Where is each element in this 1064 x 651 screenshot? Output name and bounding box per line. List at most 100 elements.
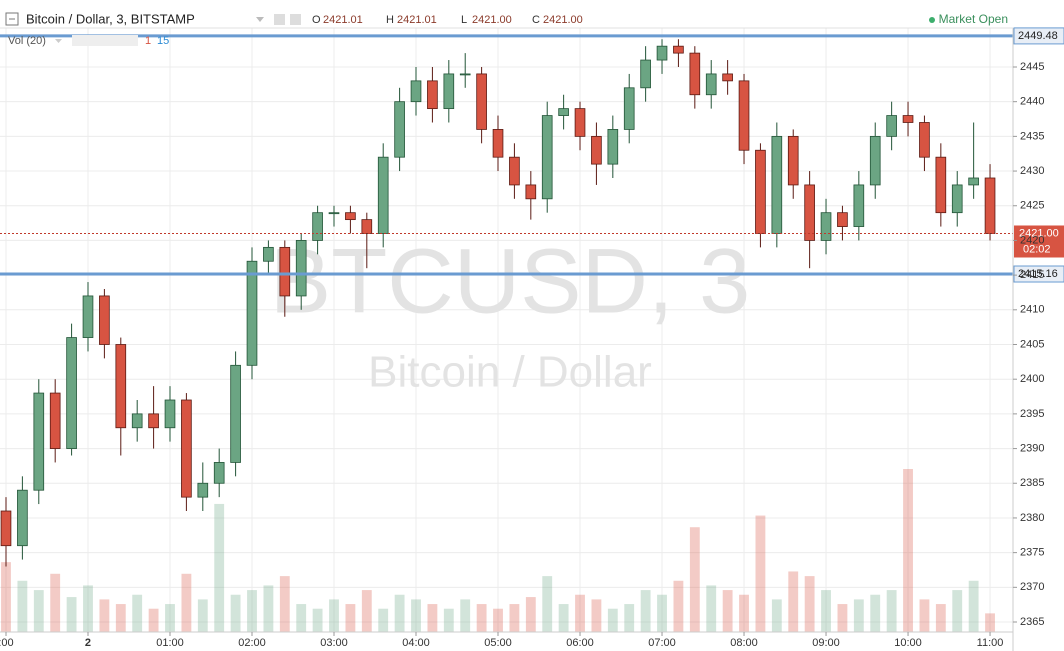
candle-body xyxy=(148,413,159,429)
volume-bar xyxy=(804,576,815,632)
volume-bar xyxy=(1,562,11,632)
volume-bar xyxy=(837,604,848,632)
candle-body xyxy=(181,399,192,498)
dropdown-icon[interactable] xyxy=(55,39,62,43)
volume-bar xyxy=(50,573,61,632)
volume-bar xyxy=(591,599,602,632)
candle-body xyxy=(738,80,750,151)
candle-body xyxy=(935,156,947,214)
ohlc-key: C xyxy=(532,14,540,26)
candle-body xyxy=(427,80,438,110)
candle-body xyxy=(951,184,963,214)
candle-body xyxy=(279,246,291,297)
volume-last: 1 xyxy=(145,35,151,47)
x-tick-label: 10:00 xyxy=(894,637,922,649)
candle-body xyxy=(443,73,455,110)
candle-body xyxy=(197,482,209,498)
volume-ma: 15 xyxy=(157,35,169,47)
candle-body xyxy=(787,135,799,186)
candle-body xyxy=(705,73,717,96)
y-tick-label: 2385 xyxy=(1020,477,1044,489)
candle-body xyxy=(771,135,783,234)
candle-body xyxy=(837,212,848,227)
y-tick-label: 2380 xyxy=(1020,512,1044,524)
ohlc-key: H xyxy=(386,14,394,26)
y-tick-label: 2390 xyxy=(1020,442,1044,454)
y-tick-label: 2425 xyxy=(1020,200,1044,212)
study-icons[interactable] xyxy=(72,35,138,46)
candle-body xyxy=(902,115,914,123)
candle-body xyxy=(656,45,668,61)
volume-bar xyxy=(525,597,536,632)
candle-body xyxy=(509,156,520,186)
volume-bar xyxy=(624,604,635,632)
candle-body xyxy=(623,87,635,130)
x-tick-label: 06:00 xyxy=(566,637,594,649)
volume-bar xyxy=(542,576,553,632)
close-icon[interactable] xyxy=(290,14,301,25)
volume-bar xyxy=(739,594,749,632)
x-tick-label: 2 xyxy=(85,637,91,649)
candle-body xyxy=(968,177,979,186)
volume-bar xyxy=(427,604,438,632)
volume-bar xyxy=(411,599,421,632)
x-tick-label: 07:00 xyxy=(648,637,676,649)
settings-icon[interactable] xyxy=(274,14,285,25)
ohlc-value: 2421.00 xyxy=(472,14,512,26)
candle-body xyxy=(476,73,487,130)
candle-body xyxy=(263,246,274,262)
volume-bar xyxy=(115,604,126,632)
x-tick-label: 09:00 xyxy=(812,637,840,649)
level-label-box xyxy=(1013,265,1064,283)
level-label-box xyxy=(1013,27,1064,45)
ohlc-key: L xyxy=(461,14,467,26)
candle-body xyxy=(673,45,684,54)
y-tick-label: 2375 xyxy=(1020,547,1044,559)
x-tick-label: 08:00 xyxy=(730,637,758,649)
y-tick-label: 2440 xyxy=(1020,96,1044,108)
candle-body xyxy=(820,212,832,241)
volume-bar xyxy=(722,590,733,632)
x-tick-label: 11:00 xyxy=(977,637,1004,649)
candle-body xyxy=(295,240,307,297)
candle-body xyxy=(49,392,61,449)
last-price-box xyxy=(1014,225,1064,258)
volume-bar xyxy=(99,599,110,632)
volume-bar xyxy=(689,527,700,632)
volume-bar xyxy=(197,599,208,632)
candle-body xyxy=(607,129,619,165)
candle-body xyxy=(804,184,815,241)
candle-body xyxy=(230,364,241,463)
x-tick-label: 03:00 xyxy=(320,637,348,649)
candle-body xyxy=(131,413,143,429)
candle-body xyxy=(755,149,766,234)
candle-body xyxy=(640,59,651,89)
dropdown-icon[interactable] xyxy=(256,17,264,22)
chart-title: Bitcoin / Dollar, 3, BITSTAMP xyxy=(26,11,195,26)
volume-bar xyxy=(247,590,257,632)
volume-bar xyxy=(476,604,487,632)
volume-bar xyxy=(607,608,618,632)
volume-bar xyxy=(230,594,241,632)
ohlc-value: 2421.01 xyxy=(397,14,437,26)
countdown: 02:02 xyxy=(1023,243,1051,255)
x-tick-label: :00 xyxy=(0,637,14,649)
ohlc-key: O xyxy=(312,14,321,26)
y-tick-label: 2430 xyxy=(1020,165,1044,177)
candle-body xyxy=(459,73,471,76)
candle-body xyxy=(525,184,537,200)
candle-body xyxy=(0,510,12,547)
candle-body xyxy=(246,260,258,366)
candle-body xyxy=(213,462,225,484)
last-price-label: 2421.00 xyxy=(1019,227,1059,239)
volume-bar xyxy=(919,599,930,632)
candle-body xyxy=(591,135,602,165)
menu-icon[interactable] xyxy=(5,12,19,26)
y-tick-label: 2435 xyxy=(1020,130,1044,142)
volume-bar xyxy=(312,608,323,632)
y-tick-label: 2400 xyxy=(1020,373,1044,385)
volume-bar xyxy=(575,594,585,632)
ohlc-value: 2421.00 xyxy=(543,14,583,26)
